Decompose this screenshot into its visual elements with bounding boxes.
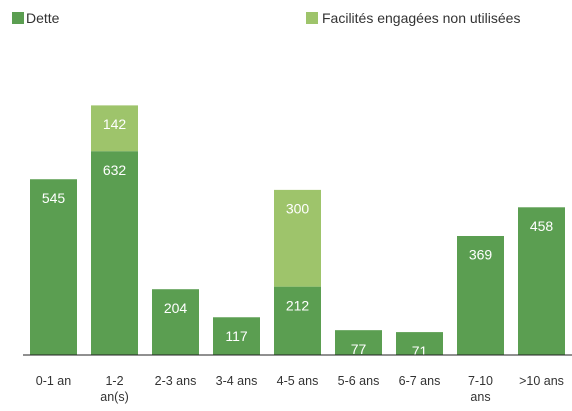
x-tick-label: 5-6 ans <box>337 374 380 388</box>
bar <box>274 189 321 287</box>
value-label: 369 <box>469 247 493 263</box>
x-tick-label: >10 ans <box>519 374 564 388</box>
bar <box>91 105 138 152</box>
value-label: 77 <box>351 341 367 357</box>
value-label: 204 <box>164 300 188 316</box>
x-tick-label: 3-4 ans <box>215 374 258 388</box>
legend-swatch <box>12 12 24 24</box>
bar <box>213 317 260 355</box>
legend-label: Dette <box>26 10 60 26</box>
value-label: 71 <box>412 343 428 359</box>
value-label: 632 <box>103 162 127 178</box>
x-tick-label: 2-3 ans <box>154 374 197 388</box>
bar <box>335 330 382 355</box>
legend-item: Facilités engagées non utilisées <box>306 10 520 26</box>
bar <box>518 207 565 355</box>
value-label: 117 <box>225 328 248 344</box>
legend-label: Facilités engagées non utilisées <box>322 10 521 26</box>
value-label: 545 <box>42 190 66 206</box>
value-label: 458 <box>530 218 554 234</box>
legend-swatch <box>306 12 318 24</box>
legend-item: Dette <box>12 10 59 26</box>
bar <box>457 235 504 355</box>
value-label: 212 <box>286 297 310 313</box>
x-tick-label: 6-7 ans <box>398 374 441 388</box>
bar <box>152 289 199 355</box>
x-tick-label: 0-1 an <box>35 374 72 388</box>
bar <box>91 151 138 355</box>
x-tick-label: 1-2 an(s) <box>100 374 129 404</box>
bar <box>396 332 443 355</box>
x-tick-label: 4-5 ans <box>276 374 319 388</box>
value-label: 142 <box>103 116 127 132</box>
x-tick-label: 7-10 ans <box>467 374 494 404</box>
value-label: 300 <box>286 201 310 217</box>
bar <box>30 179 77 355</box>
bar <box>274 286 321 355</box>
